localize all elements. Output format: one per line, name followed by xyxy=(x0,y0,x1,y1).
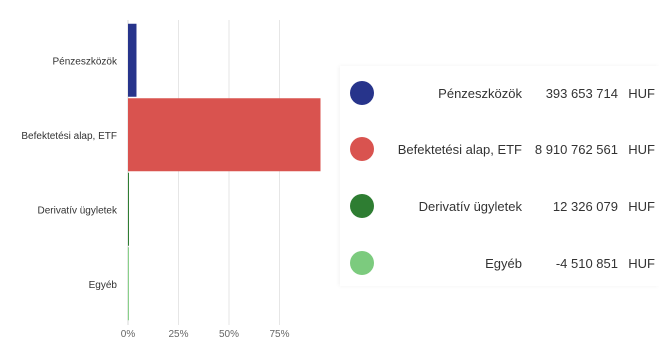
legend: Pénzeszközök 393 653 714 HUF Befektetési… xyxy=(340,66,659,286)
legend-unit: HUF xyxy=(628,255,655,271)
category-label: Egyéb xyxy=(89,280,118,291)
x-tick-label: 25% xyxy=(168,329,188,340)
x-tick-label: 50% xyxy=(219,329,239,340)
bar xyxy=(127,247,129,321)
legend-unit: HUF xyxy=(628,141,655,157)
legend-value: 393 653 714 xyxy=(545,85,618,101)
legend-value: 12 326 079 xyxy=(552,198,618,214)
legend-item: Derivatív ügyletek 12 326 079 HUF xyxy=(340,179,659,233)
legend-item: Pénzeszközök 393 653 714 HUF xyxy=(340,66,659,120)
legend-swatch-icon xyxy=(350,194,374,218)
bar xyxy=(128,23,137,97)
legend-item: Befektetési alap, ETF 8 910 762 561 HUF xyxy=(340,122,659,176)
legend-label: Derivatív ügyletek xyxy=(418,198,522,214)
category-label: Pénzeszközök xyxy=(53,56,118,67)
bar xyxy=(128,172,129,246)
legend-unit: HUF xyxy=(628,85,655,101)
legend-item: Egyéb -4 510 851 HUF xyxy=(340,236,659,290)
bar xyxy=(128,98,321,172)
legend-label: Befektetési alap, ETF xyxy=(397,141,522,157)
legend-label: Egyéb xyxy=(485,255,522,271)
legend-unit: HUF xyxy=(628,198,655,214)
x-tick-label: 0% xyxy=(121,329,136,340)
legend-swatch-icon xyxy=(350,251,374,275)
category-label: Befektetési alap, ETF xyxy=(21,131,117,142)
legend-swatch-icon xyxy=(350,137,374,161)
legend-swatch-icon xyxy=(350,81,374,105)
legend-label: Pénzeszközök xyxy=(438,85,522,101)
category-label: Derivatív ügyletek xyxy=(38,205,118,216)
x-tick-label: 75% xyxy=(269,329,289,340)
legend-value: 8 910 762 561 xyxy=(534,141,618,157)
legend-value: -4 510 851 xyxy=(555,255,618,271)
